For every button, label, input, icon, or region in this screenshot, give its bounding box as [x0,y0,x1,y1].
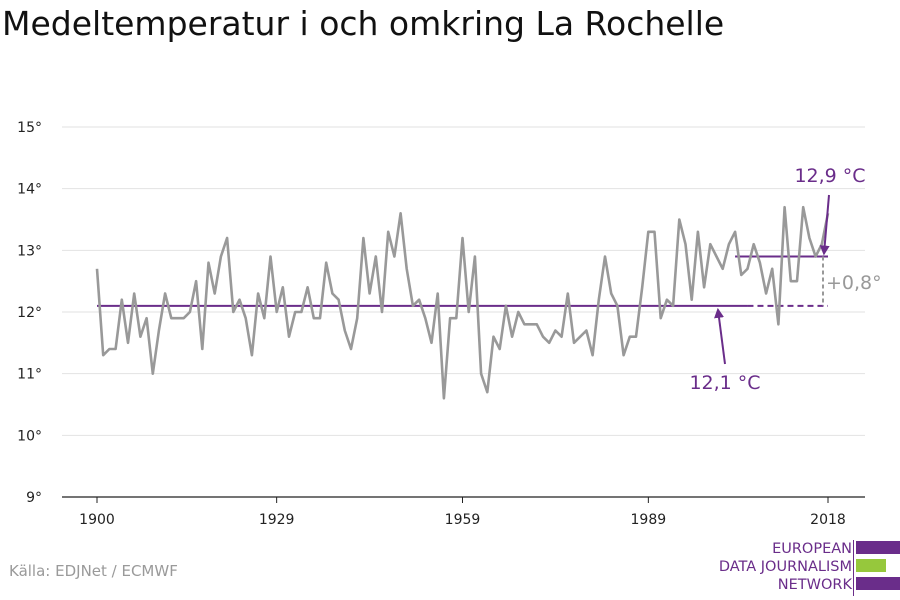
difference-label: +0,8° [826,272,882,294]
chart-title: Medeltemperatur i och omkring La Rochell… [2,4,725,43]
annotation-recent-arrow [819,194,830,256]
logo-bar-bottom [856,577,900,590]
y-tick-label: 14° [17,182,42,198]
x-tick-label: 1929 [259,512,295,528]
y-tick-label: 15° [17,120,42,136]
logo-text: EUROPEAN DATA JOURNALISM NETWORK [719,540,852,594]
x-tick-label: 1900 [79,512,115,528]
edjnet-logo: EUROPEAN DATA JOURNALISM NETWORK [710,540,900,596]
annotation-baseline-label: 12,1 °C [689,372,760,394]
logo-line-3: NETWORK [777,577,852,593]
series-line [95,205,830,400]
x-tick-label: 1959 [445,512,481,528]
annotation-recent-label: 12,9 °C [794,165,865,187]
logo-line-2: DATA JOURNALISM [718,559,852,575]
logo-bar-top [856,541,900,554]
logo-divider [853,540,854,596]
source-label: Källa: EDJNet / ECMWF [9,562,178,580]
annotation-baseline-arrow [714,307,726,365]
x-tick-label: 1989 [631,512,667,528]
y-tick-label: 12° [17,305,42,321]
logo-line-1: EUROPEAN [772,541,852,557]
y-tick-label: 11° [17,367,42,383]
y-tick-label: 9° [26,490,42,506]
y-tick-label: 13° [17,243,42,259]
y-tick-label: 10° [17,428,42,444]
x-tick-label: 2018 [810,512,846,528]
logo-bar-middle [856,559,886,572]
